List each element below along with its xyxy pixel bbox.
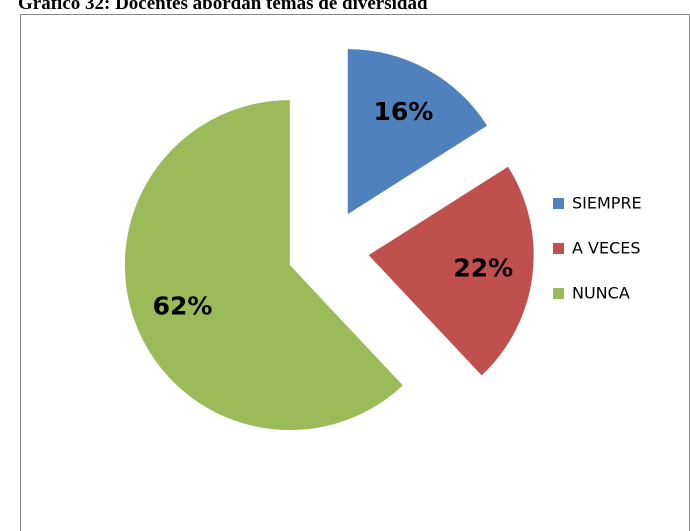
legend-swatch [553, 198, 564, 209]
pie-slice [124, 100, 403, 431]
data-label: 16% [373, 97, 433, 126]
legend-label: NUNCA [572, 284, 630, 303]
legend-swatch [553, 288, 564, 299]
pie-slice [347, 49, 488, 215]
data-label: 62% [153, 292, 213, 321]
legend-label: A VECES [572, 239, 641, 258]
legend-label: SIEMPRE [572, 194, 642, 213]
data-label: 22% [453, 254, 513, 283]
chart-title: Gráfico 32: Docentes abordan temas de di… [18, 0, 428, 14]
legend-swatch [553, 243, 564, 254]
pie-slice [368, 166, 534, 376]
